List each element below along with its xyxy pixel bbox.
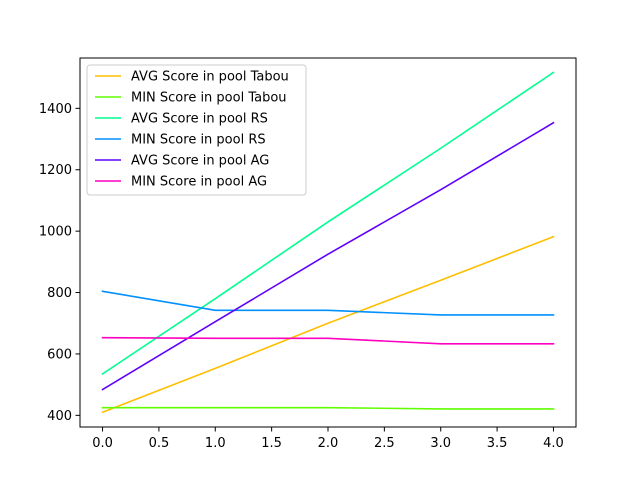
series-line-4 bbox=[101, 121, 555, 391]
x-tick-label: 2.0 bbox=[318, 436, 339, 451]
series-line-5 bbox=[101, 336, 555, 345]
x-tick-label: 1.0 bbox=[205, 436, 226, 451]
series-line-1 bbox=[101, 406, 555, 410]
series-line-0 bbox=[101, 235, 555, 414]
legend-label: AVG Score in pool AG bbox=[131, 154, 269, 169]
legend-label: MIN Score in pool RS bbox=[131, 133, 266, 148]
axes: 0.0 0.5 1.0 1.5 2.0 2.5 3.0 3.5 4.0 400 600 800 1000… bbox=[39, 57, 577, 451]
legend-label: AVG Score in pool RS bbox=[131, 112, 268, 127]
legend-box bbox=[86, 64, 307, 196]
x-tick-label: 0.0 bbox=[92, 436, 113, 451]
x-tick-label: 2.5 bbox=[374, 436, 395, 451]
x-tick-label: 0.5 bbox=[149, 436, 170, 451]
y-tick-label: 1000 bbox=[39, 225, 72, 240]
series-line-2 bbox=[101, 71, 555, 375]
plot-area bbox=[101, 71, 555, 414]
x-tick-label: 3.0 bbox=[430, 436, 451, 451]
legend: AVG Score in pool Tabou MIN Score in pool… bbox=[86, 64, 307, 196]
x-tick-label: 4.0 bbox=[543, 436, 564, 451]
x-tick-label: 1.5 bbox=[261, 436, 282, 451]
y-tick-label: 400 bbox=[47, 409, 72, 424]
y-tick-label: 1400 bbox=[39, 102, 72, 117]
series-line-3 bbox=[101, 290, 555, 316]
legend-label: MIN Score in pool Tabou bbox=[131, 91, 287, 106]
x-tick-label: 3.5 bbox=[487, 436, 508, 451]
y-tick-label: 1200 bbox=[39, 163, 72, 178]
y-tick-label: 800 bbox=[47, 286, 72, 301]
legend-label: MIN Score in pool AG bbox=[131, 175, 267, 190]
legend-label: AVG Score in pool Tabou bbox=[131, 70, 289, 85]
y-tick-label: 600 bbox=[47, 347, 72, 362]
